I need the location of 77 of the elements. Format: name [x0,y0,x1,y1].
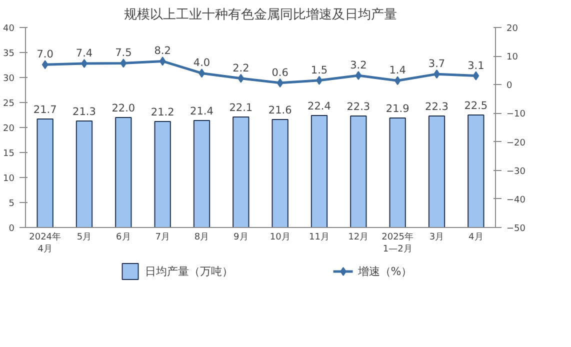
y2-tick-label: 20 [506,24,518,34]
y2-tick-label: 10 [506,52,518,63]
data-label: 3.2 [350,60,367,72]
y2-tick-label: 0 [506,81,512,92]
point [159,56,166,66]
data-label: 1.4 [389,64,406,77]
data-label: 22.4 [308,100,332,112]
bar [76,120,93,228]
x-tick-label: 4月 [468,232,484,242]
legend-label: 增速（%） [358,264,412,278]
data-label: 2.2 [232,62,250,74]
point [472,71,480,80]
point [238,74,244,83]
bar [154,121,171,228]
x-tick-label: 2024年 4月 [29,232,62,254]
bar [389,118,406,228]
point [276,78,284,88]
x-tick-label: 12月 [348,232,369,242]
data-label: 7.0 [36,48,54,61]
data-label: 21.4 [190,106,214,118]
data-label: 21.3 [72,106,96,118]
data-label: 22.0 [112,102,136,114]
x-tick-label: 8月 [194,232,210,242]
data-label: 22.3 [425,101,448,113]
bar [350,116,367,228]
x-tick-label: 6月 [116,232,131,242]
bar [115,117,132,228]
x-tick-label: 10月 [270,232,290,242]
y-tick-label: 35 [3,49,14,59]
y2-tick-label: −40 [506,195,526,206]
y-tick-label: 25 [3,99,14,109]
legend-label: 日均产量（万吨） [144,264,233,278]
x-tick-label: 3月 [429,232,444,242]
x-tick-label: 11月 [309,232,330,242]
bar [232,116,250,228]
data-label: 8.2 [154,45,171,58]
x-tick-label: 5月 [76,232,92,242]
point [120,58,127,68]
data-label: 7.4 [76,48,93,60]
data-label: 4.0 [193,57,210,70]
y-tick-label: 10 [3,174,15,184]
point [42,60,48,70]
point [81,59,88,68]
bar [468,114,484,228]
data-label: 21.9 [386,103,410,115]
y2-tick-label: −10 [506,110,526,120]
point [355,71,362,80]
data-label: 21.7 [33,104,57,116]
bar [36,118,54,228]
data-label: 21.6 [268,104,292,116]
x-tick-label: 7月 [155,232,170,242]
bar [428,116,446,228]
y2-tick-label: −20 [506,138,526,148]
y2-tick-label: −30 [506,166,526,177]
data-label: 21.2 [150,106,174,118]
data-label: 22.1 [229,102,253,114]
x-tick-label: 2025年 1—2月 [382,232,414,254]
data-label: 3.7 [428,58,446,70]
bar [193,120,210,228]
y-tick-label: 15 [3,149,14,159]
data-label: 7.5 [115,47,132,60]
data-label: 22.3 [346,101,370,113]
point [394,76,401,86]
y-tick-label: 5 [8,199,15,209]
x-tick-label: 9月 [234,232,248,242]
y-tick-label: 30 [3,74,15,84]
data-label: 22.5 [464,100,488,112]
y-tick-label: 20 [3,124,15,134]
data-label: 3.1 [468,60,484,72]
data-label: 1.5 [310,64,328,76]
data-label: 0.6 [272,66,289,79]
y-tick-label: 0 [8,224,15,234]
y2-tick-label: −50 [506,224,526,234]
y-tick-label: 40 [3,24,15,34]
bar [272,119,288,228]
chart-title: 规模以上工业十种有色金属同比增速及日均产量 [124,8,397,22]
bar [310,115,328,228]
